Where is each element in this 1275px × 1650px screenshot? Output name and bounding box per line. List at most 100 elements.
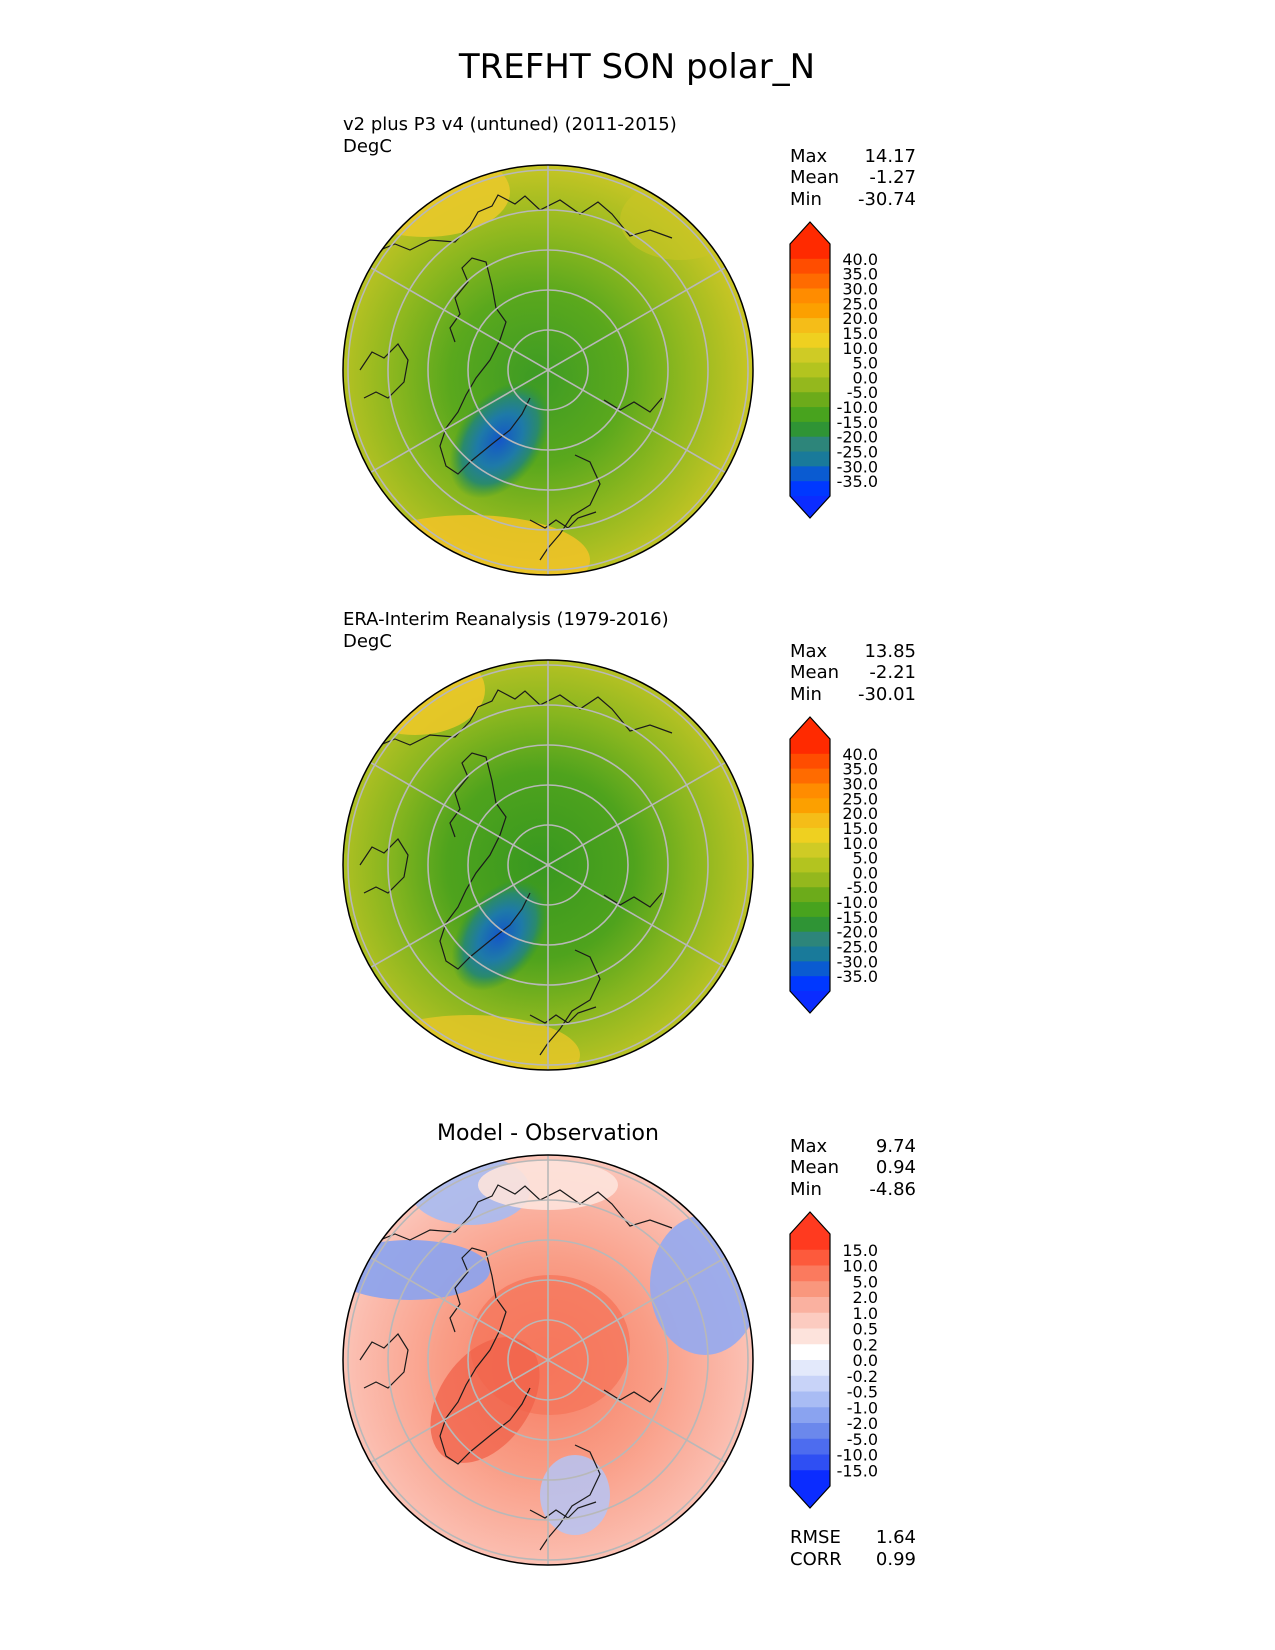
colorbar-segment: [790, 421, 830, 438]
metric-value-corr: 0.99: [876, 1549, 916, 1570]
panel-observation-units: DegC: [343, 631, 392, 652]
panel-model-title: v2 plus P3 v4 (untuned) (2011-2015): [343, 114, 677, 135]
stat-label-min: Min: [790, 189, 822, 210]
colorbar-segment: [790, 872, 830, 888]
colorbar-tick-label: -25.0: [837, 938, 878, 957]
metric-label-rmse: RMSE: [790, 1527, 841, 1548]
colorbar-segment: [790, 377, 830, 393]
stat-value-min: -30.01: [858, 684, 916, 705]
graticule: [347, 1155, 749, 1565]
polar-map-observation: [342, 659, 754, 1071]
colorbar-extend-min: [790, 991, 830, 1013]
stat-value-min: -4.86: [869, 1179, 916, 1200]
colorbar-tick-label: 15.0: [842, 819, 878, 838]
colorbar-segment: [790, 1297, 830, 1314]
colorbar-segment: [790, 1249, 830, 1266]
panel-difference-title: Model - Observation: [437, 1121, 659, 1146]
colorbar-segment: [790, 931, 830, 948]
colorbar-segment: [790, 258, 830, 275]
colorbar-segment: [790, 1438, 830, 1455]
cold-region-greenland: [449, 381, 551, 499]
colorbar-extend-min: [790, 1486, 830, 1508]
colorbar-outline: [789, 221, 831, 519]
stat-label-mean: Mean: [790, 167, 839, 188]
colorbar-difference: 15.010.05.02.01.00.50.20.0-0.2-0.5-1.0-2…: [789, 1211, 878, 1509]
graticule: [347, 165, 749, 575]
colorbar-segment: [790, 407, 830, 423]
panel-observation-title: ERA-Interim Reanalysis (1979-2016): [343, 609, 669, 630]
colorbar-tick-label: 0.5: [853, 1320, 878, 1339]
colorbar-segment: [790, 961, 830, 977]
colorbar-tick-label: -10.0: [837, 398, 878, 417]
colorbar-tick-label: 15.0: [842, 324, 878, 343]
stat-label-max: Max: [790, 641, 828, 662]
stat-label-mean: Mean: [790, 662, 839, 683]
colorbar-segment: [790, 436, 830, 453]
colorbar-segment: [790, 1344, 830, 1361]
polar-map-difference: [342, 1154, 754, 1566]
map-boundary: [342, 164, 754, 576]
stat-value-max: 9.74: [876, 1136, 916, 1157]
colorbar-segment: [790, 857, 830, 873]
colorbar-segment: [790, 451, 830, 467]
colorbar-segment: [790, 1470, 830, 1487]
colorbar-tick-label: 20.0: [842, 804, 878, 823]
colorbar-segment: [790, 1234, 830, 1251]
colorbar-tick-label: 10.0: [842, 1257, 878, 1276]
colorbar-segment: [790, 842, 830, 859]
colorbar-segment: [790, 1454, 830, 1471]
colorbar-extend-max: [790, 717, 830, 739]
colorbar-segment: [790, 466, 830, 482]
colorbar-tick-label: 40.0: [842, 250, 878, 269]
coastlines: [359, 194, 673, 561]
colorbar-segment: [790, 362, 830, 378]
polar-map-model: [342, 164, 754, 576]
colorbar-segment: [790, 827, 830, 844]
colorbar-segment: [790, 481, 830, 497]
stat-label-min: Min: [790, 684, 822, 705]
colorbar-tick-label: 0.2: [853, 1335, 878, 1354]
colorbar-segment: [790, 946, 830, 962]
metrics-difference: RMSE 1.64 CORR 0.99: [790, 1527, 916, 1570]
colorbar-tick-label: 30.0: [842, 774, 878, 793]
colorbar-tick-label: -15.0: [837, 1461, 878, 1480]
cold-bias-region: [540, 1455, 610, 1535]
colorbar-segment: [790, 1312, 830, 1329]
colorbar-tick-label: 30.0: [842, 279, 878, 298]
colorbar-segment: [790, 768, 830, 784]
colorbar-segment: [790, 1265, 830, 1282]
colorbar-tick-label: 10.0: [842, 339, 878, 358]
metric-value-rmse: 1.64: [876, 1527, 916, 1548]
colorbar-tick-label: 20.0: [842, 309, 878, 328]
stat-value-max: 13.85: [864, 641, 916, 662]
colorbar-tick-label: -30.0: [837, 457, 878, 476]
colorbar-extend-max: [790, 1212, 830, 1234]
colorbar-tick-label: 5.0: [853, 1272, 878, 1291]
colorbar-tick-label: -10.0: [837, 893, 878, 912]
colorbar-segment: [790, 887, 830, 903]
colorbar-tick-label: -5.0: [847, 1430, 878, 1449]
colorbar-segment: [790, 916, 830, 933]
stat-label-max: Max: [790, 146, 828, 167]
colorbar-tick-label: -35.0: [837, 967, 878, 986]
colorbar-segment: [790, 739, 830, 755]
map-boundary: [342, 1154, 754, 1566]
warm-region-atlantic: [345, 660, 485, 735]
colorbar-tick-label: 35.0: [842, 265, 878, 284]
colorbar-tick-label: -10.0: [837, 1446, 878, 1465]
colorbar-tick-label: -15.0: [837, 413, 878, 432]
colorbar-segment: [790, 303, 830, 319]
colorbar-tick-label: -5.0: [847, 383, 878, 402]
colorbar-segment: [790, 753, 830, 770]
stat-label-min: Min: [790, 1179, 822, 1200]
colorbar-segment: [790, 1423, 830, 1440]
colorbar-tick-label: 5.0: [853, 354, 878, 373]
colorbar-segment: [790, 1328, 830, 1345]
stats-observation: Max 13.85 Mean -2.21 Min -30.01: [790, 641, 916, 705]
colorbar-segment: [790, 1407, 830, 1424]
colorbar-tick-label: -30.0: [837, 952, 878, 971]
panel-observation: ERA-Interim Reanalysis (1979-2016) DegC: [342, 609, 916, 1071]
colorbar-tick-label: -20.0: [837, 428, 878, 447]
colorbar-tick-label: 5.0: [853, 849, 878, 868]
colorbar-segment: [790, 392, 830, 408]
